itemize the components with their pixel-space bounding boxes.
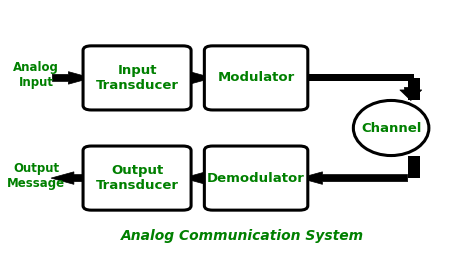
Text: Analog Communication System: Analog Communication System — [121, 229, 364, 243]
FancyBboxPatch shape — [204, 46, 308, 110]
Polygon shape — [400, 88, 422, 100]
Text: Input
Transducer: Input Transducer — [96, 64, 179, 92]
Polygon shape — [300, 172, 408, 184]
Text: Output
Transducer: Output Transducer — [96, 164, 179, 192]
Bar — [408, 78, 420, 100]
Text: Channel: Channel — [361, 122, 421, 134]
Text: Demodulator: Demodulator — [207, 172, 305, 185]
Bar — [300, 74, 414, 81]
Bar — [408, 156, 420, 178]
Text: Modulator: Modulator — [218, 71, 295, 84]
FancyBboxPatch shape — [83, 46, 191, 110]
Polygon shape — [183, 172, 213, 184]
Polygon shape — [51, 172, 91, 184]
FancyBboxPatch shape — [83, 146, 191, 210]
Text: Output
Message: Output Message — [7, 162, 65, 190]
Polygon shape — [53, 72, 91, 84]
Polygon shape — [183, 72, 213, 84]
Ellipse shape — [353, 100, 429, 156]
FancyBboxPatch shape — [204, 146, 308, 210]
Text: Analog
Input: Analog Input — [13, 61, 59, 89]
